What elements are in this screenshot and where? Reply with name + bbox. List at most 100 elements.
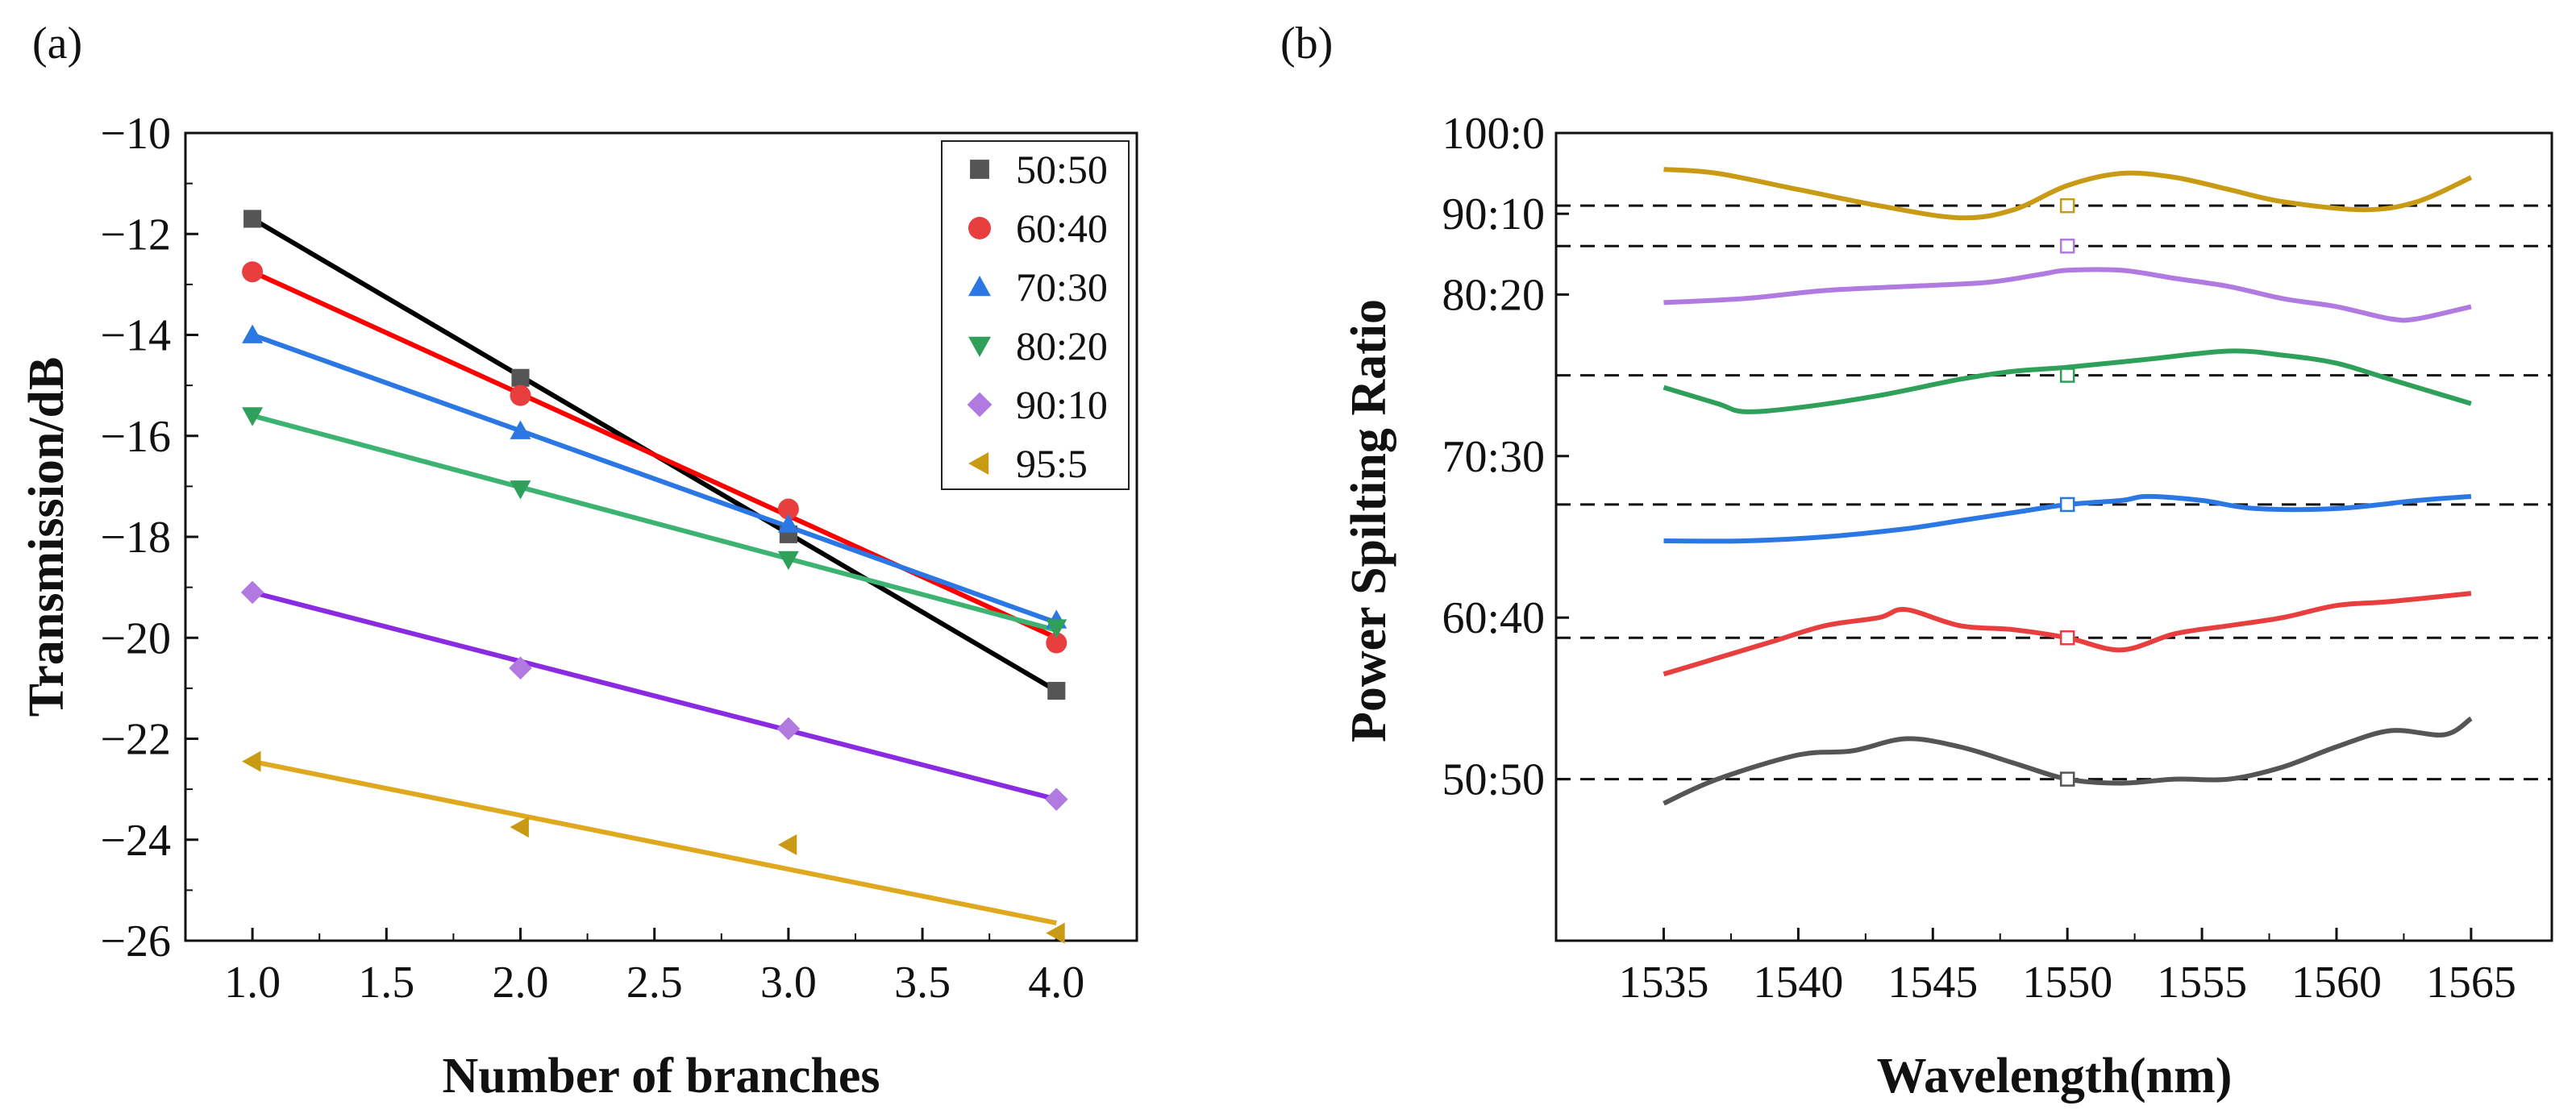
panel-a-y-axis-title: Transmission/dB	[19, 357, 74, 717]
legend-marker-90-10	[967, 392, 993, 418]
curve-70-30	[1663, 493, 2472, 544]
x-tick-label: 2.5	[626, 958, 683, 1008]
legend-marker-95-5	[968, 452, 989, 475]
center-marker-60-40	[2059, 630, 2075, 646]
legend-box	[941, 140, 1130, 490]
center-marker-95-5	[2059, 197, 2075, 214]
y-tick-label: −22	[100, 715, 171, 765]
data-point-50-50	[511, 368, 530, 387]
x-tick-label: 1550	[2022, 958, 2112, 1008]
panel-b-center-markers	[2059, 197, 2075, 787]
data-point-50-50	[243, 210, 262, 228]
panel-b-splitting-ratio-vs-wavelength: (b) 1535 1540 1545 1550 1555 1560 1565 50:50 60:…	[1280, 19, 2553, 1103]
x-tick-label: 1.0	[224, 958, 281, 1008]
x-tick-label: 3.5	[894, 958, 951, 1008]
x-tick-label: 1540	[1753, 958, 1843, 1008]
panel-a-data-points	[240, 210, 1068, 944]
x-tick-label: 1555	[2157, 958, 2247, 1008]
panel-b-y-axis-title: Power Spilting Ratio	[1342, 299, 1396, 742]
legend-marker-80-20	[968, 336, 991, 357]
y-tick-label: 80:20	[1442, 270, 1545, 320]
data-point-60-40	[777, 498, 799, 520]
x-tick-label: 1545	[1887, 958, 1978, 1008]
y-tick-label: −20	[100, 613, 171, 663]
curve-60-40	[1663, 591, 2472, 677]
x-tick-label: 1535	[1619, 958, 1709, 1008]
legend-marker-60-40	[968, 217, 991, 239]
y-tick-label: −26	[100, 916, 171, 966]
y-tick-label: 70:30	[1442, 432, 1545, 482]
legend-marker-70-30	[968, 276, 991, 297]
x-tick-label: 1565	[2426, 958, 2516, 1008]
data-point-70-30	[777, 513, 799, 533]
center-marker-90-10	[2059, 239, 2075, 254]
y-tick-label: −14	[100, 311, 171, 361]
panel-a-fit-lines	[251, 216, 1058, 926]
y-tick-label: −12	[100, 210, 171, 260]
legend-label: 50:50	[1016, 147, 1108, 192]
data-point-50-50	[1047, 681, 1066, 700]
center-marker-80-20	[2059, 368, 2075, 383]
y-tick-label: 50:50	[1442, 755, 1545, 805]
panel-b-label: (b)	[1280, 19, 1333, 69]
y-tick-label: 100:0	[1442, 109, 1545, 159]
legend-label: 60:40	[1016, 206, 1108, 251]
data-point-60-40	[242, 261, 264, 283]
y-tick-label: −18	[100, 513, 171, 563]
data-point-95-5	[1046, 922, 1065, 944]
data-point-95-5	[510, 817, 529, 838]
panel-b-tick-labels: 1535 1540 1545 1550 1555 1560 1565 50:50 60:40 70…	[1442, 109, 2516, 1008]
panel-a-transmission-vs-branches: (a) 1.0 1.5 2.0 2.5 3.0 3.5 4.0 −10 −12 −14 −16 −18…	[19, 19, 1138, 1103]
legend-label: 70:30	[1016, 264, 1108, 310]
y-tick-label: 60:40	[1442, 593, 1545, 643]
panel-a-tick-labels: 1.0 1.5 2.0 2.5 3.0 3.5 4.0 −10 −12 −14 −16 −18 −20 −…	[100, 109, 1084, 1008]
fit-line-60-40	[251, 269, 1058, 640]
x-tick-label: 4.0	[1028, 958, 1084, 1008]
panel-b-plot-frame	[1554, 131, 2553, 942]
y-tick-label: −10	[100, 109, 171, 159]
curve-95-5	[1663, 167, 2473, 221]
legend-marker-50-50	[970, 160, 989, 179]
legend-label: 80:20	[1016, 323, 1108, 368]
data-point-90-10	[776, 717, 801, 741]
panel-b-x-axis-title: Wavelength(nm)	[1877, 1049, 2233, 1103]
fit-line-90-10	[252, 589, 1058, 802]
x-tick-label: 3.0	[760, 958, 817, 1008]
x-tick-label: 1560	[2291, 958, 2382, 1008]
fit-line-70-30	[252, 332, 1058, 625]
data-point-80-20	[777, 551, 799, 571]
data-point-90-10	[509, 656, 532, 680]
data-point-80-20	[510, 480, 531, 500]
data-point-80-20	[1046, 619, 1067, 638]
data-point-90-10	[1044, 788, 1068, 811]
panel-a-legend: 50:50 60:40 70:30 80:20 90:10 95:5	[941, 140, 1130, 490]
panel-a-x-axis-title: Number of branches	[442, 1049, 880, 1103]
panel-b-curves	[1663, 167, 2473, 806]
data-point-80-20	[242, 407, 264, 426]
data-point-95-5	[242, 750, 261, 772]
center-marker-50-50	[2059, 771, 2075, 787]
curve-50-50	[1663, 716, 2473, 806]
y-tick-label: −16	[100, 412, 171, 462]
panel-b-reference-lines	[1556, 204, 2552, 781]
center-marker-70-30	[2059, 497, 2075, 513]
legend-label: 90:10	[1016, 382, 1108, 427]
data-point-70-30	[242, 324, 264, 343]
data-point-60-40	[510, 384, 531, 406]
fit-line-80-20	[252, 413, 1058, 633]
y-tick-label: 90:10	[1442, 189, 1545, 239]
panel-a-label: (a)	[32, 19, 82, 69]
x-tick-label: 1.5	[358, 958, 414, 1008]
curve-80-20	[1663, 348, 2472, 414]
data-point-95-5	[777, 834, 797, 856]
legend-label: 95:5	[1016, 441, 1088, 486]
x-tick-label: 2.0	[492, 958, 548, 1008]
panel-b-ticks	[1556, 131, 2473, 941]
y-tick-label: −24	[100, 816, 171, 866]
data-point-60-40	[1046, 632, 1067, 654]
data-point-90-10	[240, 580, 264, 605]
data-point-70-30	[510, 420, 531, 439]
fit-line-95-5	[252, 758, 1057, 926]
curve-90-10	[1663, 267, 2472, 323]
